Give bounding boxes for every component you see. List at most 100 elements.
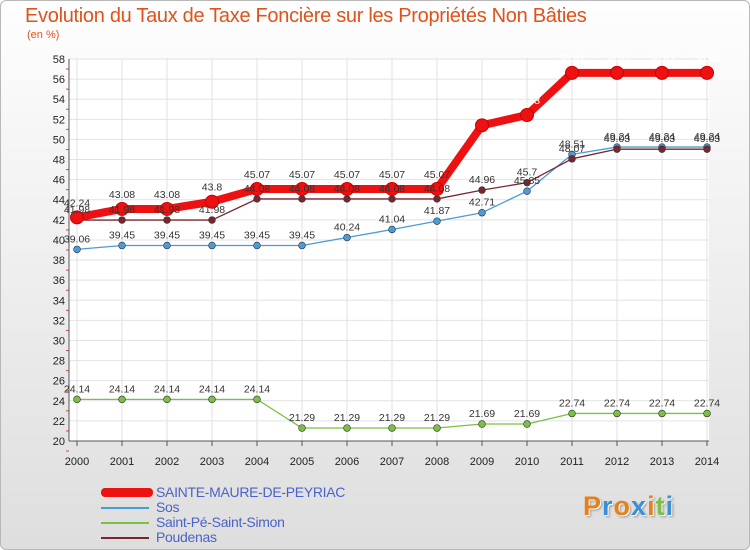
data-label-3: 44.08	[334, 183, 360, 195]
x-tick-label: 2003	[200, 456, 224, 468]
data-label-1: 49.24	[649, 131, 675, 143]
x-tick-label: 2014	[695, 456, 719, 468]
data-label-1: 39.45	[199, 229, 225, 241]
data-point-1	[388, 225, 396, 234]
data-point-1	[433, 217, 441, 225]
data-point-0	[700, 65, 714, 80]
data-point-1	[118, 241, 126, 250]
y-tick-label: 40	[53, 235, 65, 247]
legend-label: Saint-Pé-Saint-Simon	[156, 514, 285, 530]
data-point-0	[655, 65, 669, 80]
y-tick-label: 50	[53, 134, 65, 146]
x-tick-label: 2002	[155, 456, 179, 468]
data-label-3: 44.08	[244, 183, 270, 195]
data-label-2: 22.74	[694, 397, 720, 409]
y-tick-label: 28	[53, 356, 65, 368]
data-point-2	[658, 409, 666, 418]
data-label-2: 21.29	[334, 412, 360, 424]
data-label-3: 41.98	[154, 204, 180, 216]
y-tick-label: 48	[53, 155, 65, 167]
data-point-1	[208, 241, 216, 250]
data-point-1	[253, 241, 261, 250]
data-point-2	[703, 409, 711, 418]
x-tick-label: 2005	[290, 456, 314, 468]
x-tick-label: 2006	[335, 456, 359, 468]
x-tick-label: 2008	[425, 456, 449, 468]
legend-label: Poudenas	[156, 529, 217, 545]
y-tick-label: 24	[53, 396, 65, 408]
data-label-2: 21.29	[289, 412, 315, 424]
data-point-0	[295, 181, 309, 196]
data-label-0: 45.07	[289, 169, 315, 181]
data-point-0	[475, 118, 489, 133]
y-tick-label: 26	[53, 376, 65, 388]
data-point-3	[568, 155, 576, 163]
data-point-0	[385, 181, 399, 196]
data-point-3	[208, 216, 216, 224]
x-tick-label: 2011	[560, 456, 584, 468]
data-point-2	[73, 395, 81, 404]
data-label-3: 44.08	[289, 183, 315, 195]
data-label-2: 24.14	[199, 383, 225, 395]
data-point-1	[343, 233, 351, 242]
data-label-2: 21.29	[379, 412, 405, 424]
data-point-3	[118, 216, 126, 224]
data-label-1: 48.51	[559, 138, 585, 150]
data-label-1: 49.24	[604, 131, 630, 143]
data-point-2	[568, 409, 576, 418]
data-label-1: 49.24	[694, 131, 720, 143]
data-point-0	[205, 194, 219, 209]
data-label-1: 39.06	[64, 233, 90, 245]
y-tick-label: 34	[53, 295, 65, 307]
data-point-0	[565, 65, 579, 80]
data-label-0: 45.07	[379, 169, 405, 181]
y-tick-label: 52	[53, 114, 65, 126]
data-label-2: 24.14	[244, 383, 270, 395]
data-point-0	[70, 210, 84, 225]
y-tick-label: 56	[53, 74, 65, 86]
data-label-2: 22.74	[559, 397, 585, 409]
proxiti-logo: Proxiti	[583, 491, 675, 521]
chart-title: Evolution du Taux de Taxe Foncière sur l…	[25, 5, 587, 27]
data-point-3	[523, 178, 531, 187]
data-label-3: 44.96	[469, 174, 495, 186]
data-point-3	[343, 195, 351, 203]
data-point-3	[388, 195, 396, 203]
data-label-0: 45.07	[424, 169, 450, 181]
y-tick-label: 46	[53, 175, 65, 187]
data-point-1	[478, 209, 486, 217]
data-label-0: 43.08	[109, 189, 135, 201]
data-point-2	[613, 409, 621, 418]
data-point-3	[298, 195, 306, 203]
data-label-1: 41.87	[424, 205, 450, 217]
x-tick-label: 2007	[380, 456, 404, 468]
x-tick-label: 2013	[650, 456, 674, 468]
data-point-2	[523, 420, 531, 428]
legend-swatch	[101, 488, 153, 497]
data-label-0: 56.62	[649, 53, 675, 65]
y-tick-label: 32	[53, 315, 65, 327]
x-tick-label: 2004	[245, 456, 269, 468]
x-tick-label: 2010	[515, 456, 539, 468]
x-tick-label: 2001	[110, 456, 134, 468]
data-label-3: 44.08	[424, 183, 450, 195]
data-point-0	[250, 181, 264, 196]
data-label-1: 45.85	[514, 175, 540, 187]
data-point-0	[610, 65, 624, 80]
y-tick-label: 38	[53, 255, 65, 267]
data-point-0	[430, 181, 444, 196]
data-label-0: 52.43	[514, 95, 540, 107]
data-point-1	[163, 241, 171, 250]
data-point-0	[115, 201, 129, 216]
data-label-0: 43.8	[202, 182, 223, 194]
data-point-3	[163, 216, 171, 224]
legend-label: SAINTE-MAURE-DE-PEYRIAC	[156, 484, 346, 500]
data-point-2	[163, 395, 171, 404]
data-label-2: 22.74	[649, 397, 675, 409]
data-label-0: 56.62	[559, 53, 585, 65]
data-label-3: 44.08	[379, 183, 405, 195]
data-point-3	[433, 195, 441, 203]
legend-swatch	[101, 537, 149, 539]
data-label-0: 51.4	[472, 105, 493, 117]
